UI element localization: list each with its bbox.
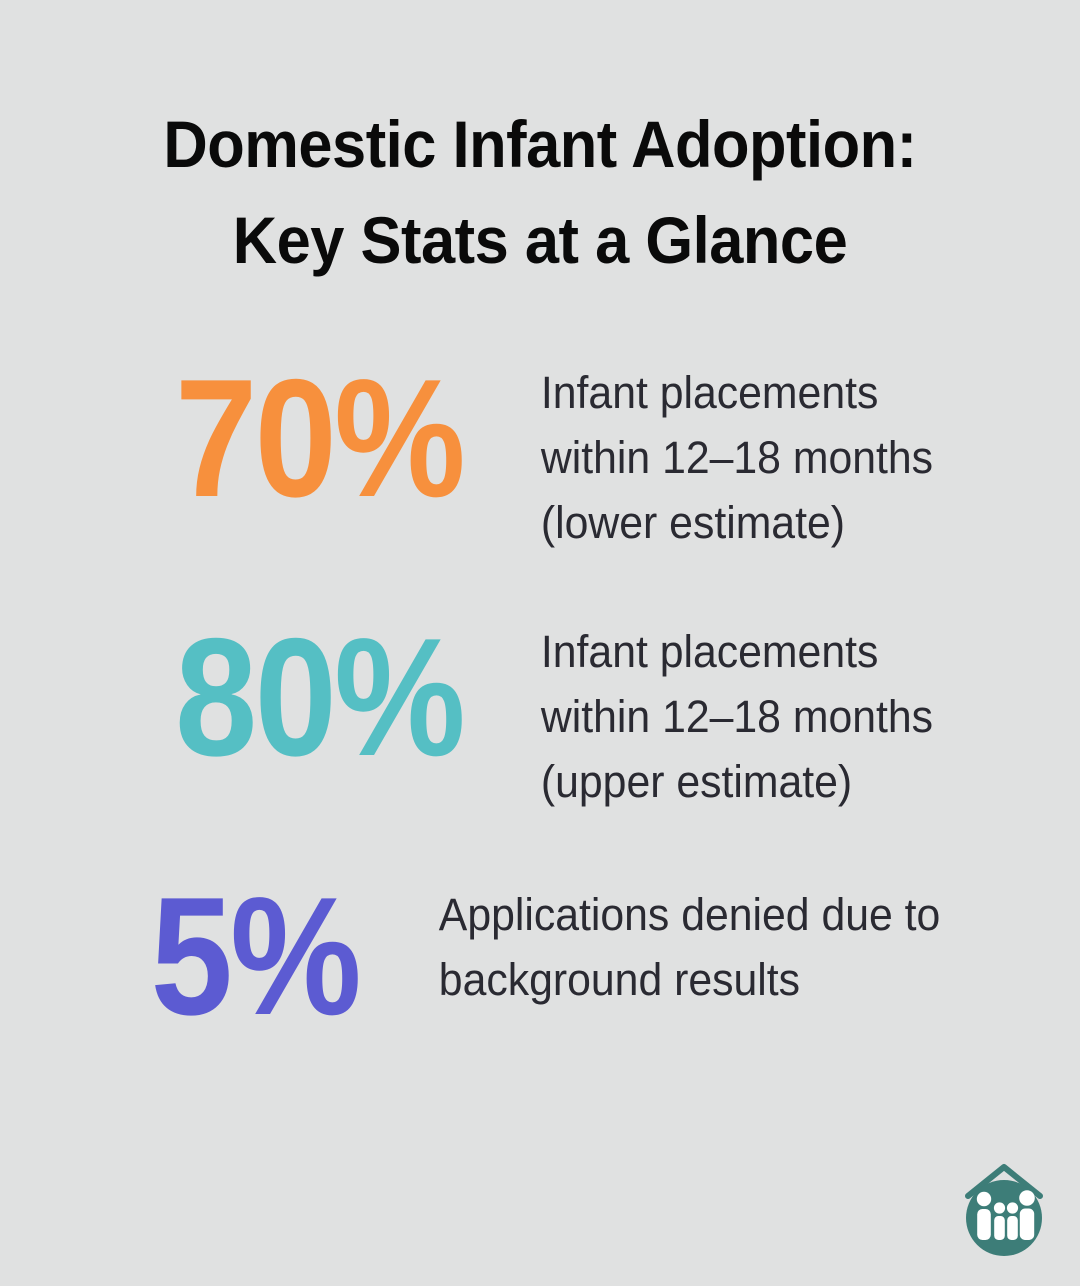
stat-item: 70% Infant placements within 12–18 month…	[0, 344, 1080, 555]
stat-value: 80%	[174, 603, 466, 791]
stat-description: Infant placements within 12–18 months (u…	[540, 626, 933, 807]
family-home-logo	[958, 1152, 1054, 1264]
page-title: Domestic Infant Adoption: Key Stats at a…	[0, 96, 1080, 288]
family-home-logo-icon	[965, 1164, 1043, 1256]
stat-item: 5% Applications denied due to background…	[0, 862, 1080, 1050]
stats-list: 70% Infant placements within 12–18 month…	[0, 344, 1080, 1050]
family-figures-icon	[976, 1190, 1035, 1240]
title-line-2: Key Stats at a Glance	[232, 203, 848, 277]
stat-value: 70%	[174, 344, 466, 532]
title-line-1: Domestic Infant Adoption:	[163, 107, 917, 181]
stat-description: Infant placements within 12–18 months (l…	[540, 367, 933, 548]
stat-description: Applications denied due to background re…	[438, 889, 941, 1005]
stat-value: 5%	[150, 862, 362, 1050]
stat-item: 80% Infant placements within 12–18 month…	[0, 603, 1080, 814]
roof-chevron-icon	[965, 1164, 1043, 1199]
